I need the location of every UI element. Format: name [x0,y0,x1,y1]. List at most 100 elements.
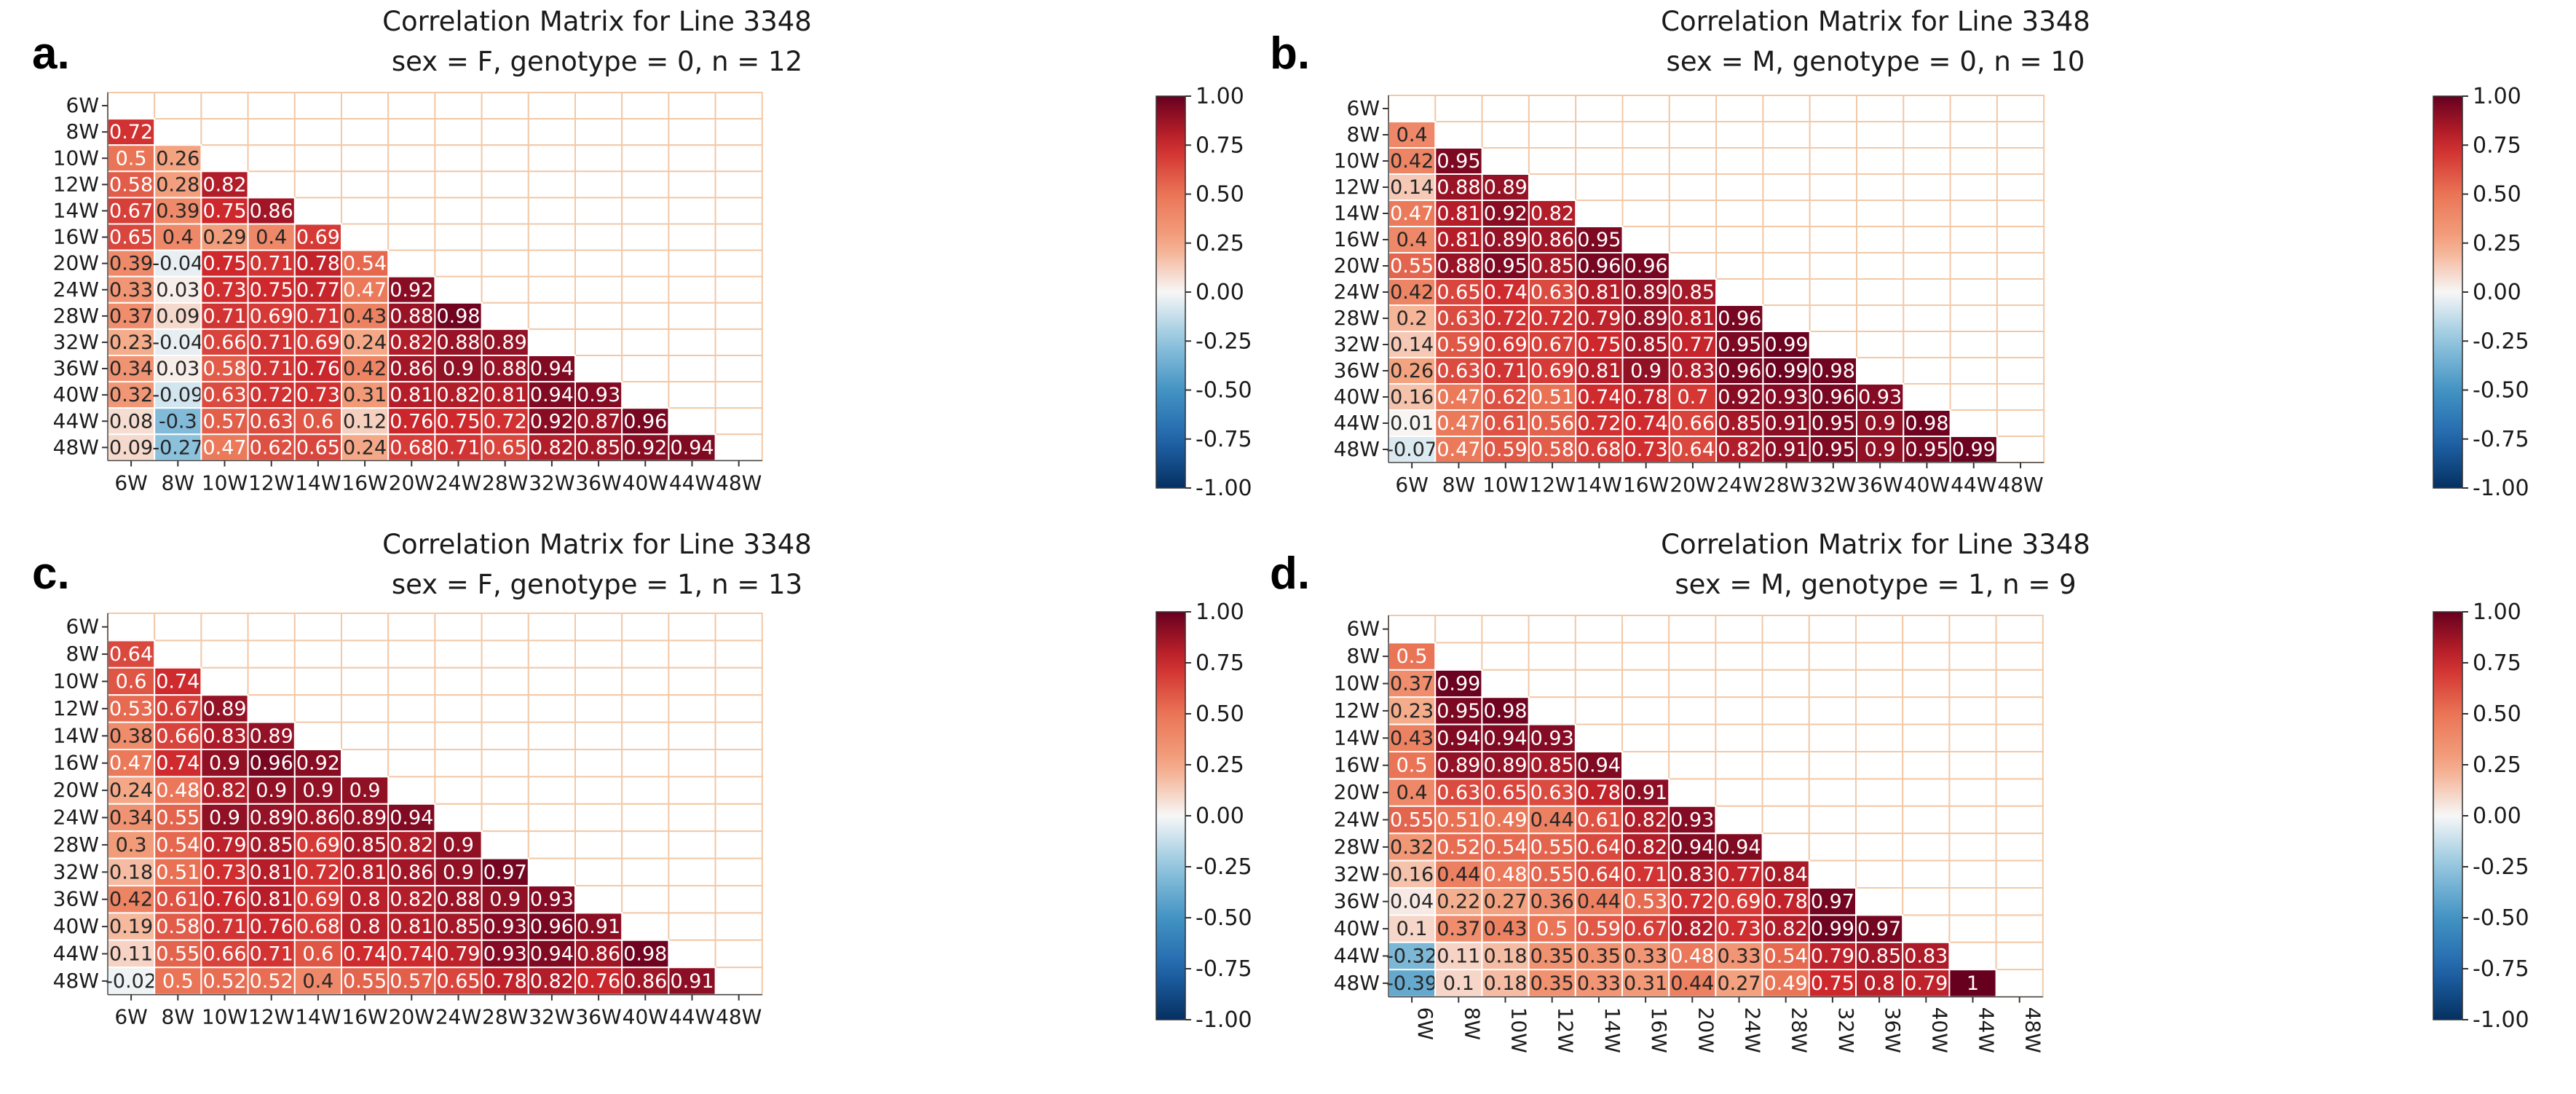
heatmap-cell [1481,436,1530,463]
cell-value: 0.76 [577,970,620,993]
cell-value: 0.95 [1812,438,1855,461]
cell-value: 0.11 [109,943,153,966]
empty-cell [1528,173,1577,201]
x-tick-label: 24W [1717,473,1763,497]
empty-cell [1715,252,1764,280]
empty-cell [1761,723,1810,752]
cell-value: 0.5 [162,970,194,993]
cell-value: 0.88 [483,358,527,380]
cell-value: 0.78 [1764,891,1808,913]
empty-cell [1808,805,1857,835]
cell-value: 0.5 [116,147,147,170]
x-tick-label: 14W [295,471,341,495]
empty-cell [1761,751,1810,780]
cell-value: 0.69 [296,227,340,249]
empty-cell [1949,383,1998,411]
cell-value: 0.37 [109,305,153,328]
cell-value: 0.71 [250,943,293,966]
cell-value: 0.81 [390,384,433,406]
heatmap-cell [107,302,156,330]
heatmap-cell [247,223,296,251]
empty-cell [527,613,576,642]
cell-value: 0.47 [343,279,387,302]
y-tick-label: 12W [1334,175,1380,199]
empty-cell [668,694,716,723]
y-tick-label: 32W [1334,332,1380,356]
empty-cell [1902,669,1951,698]
cell-value: 0.89 [1484,229,1528,251]
x-tick-label: 44W [1975,1007,1999,1053]
heatmap-cell [1761,859,1810,889]
y-tick-label: 16W [53,225,99,249]
heatmap-cell [1388,642,1437,671]
cell-value: 0.91 [670,970,714,993]
cell-value: 0.67 [1530,334,1574,356]
empty-cell [621,721,670,750]
panel-c: Correlation Matrix for Line 3348 sex = F,… [32,529,1252,1033]
cell-value: 0.89 [1624,281,1668,304]
y-tick-label: 10W [1334,672,1380,696]
cell-value: 0.33 [109,279,153,302]
empty-cell [1995,615,2044,644]
cell-value: 0.27 [1717,972,1761,995]
colorbar-tick-label: 1.00 [1196,84,1244,109]
empty-cell [387,223,436,251]
cell-value: 0.92 [530,410,574,433]
empty-cell [1668,147,1718,175]
cell-value: 0.94 [1437,727,1480,749]
empty-cell [527,694,576,723]
empty-cell [1855,887,1904,916]
empty-cell [387,640,436,669]
y-tick-label: 8W [1347,122,1380,146]
empty-cell [341,666,390,696]
heatmap-cell [668,433,716,462]
cell-value: 0.63 [1530,281,1574,304]
cell-value: 0.52 [1437,836,1480,859]
cell-value: 0.99 [1764,360,1808,382]
cell-value: 0.88 [436,889,480,911]
cell-value: 0.86 [1530,229,1574,251]
empty-cell [434,249,483,278]
y-tick-label: 12W [1334,698,1380,723]
empty-cell [1995,805,2044,835]
cell-value: 0.16 [1390,386,1434,409]
heatmap-cell [1574,805,1624,835]
y-tick-label: 14W [1334,725,1380,749]
y-tick-label: 6W [1347,617,1380,641]
cell-value: 0.66 [1671,412,1715,435]
cell-value: 0.99 [1764,334,1808,356]
y-tick-label: 24W [1334,808,1380,832]
empty-cell [1528,696,1576,725]
empty-cell [434,721,483,750]
empty-cell [434,803,483,833]
cell-value: 0.92 [390,279,433,302]
heatmap-cell [434,302,483,330]
colorbar-tick-label: 0.25 [1196,752,1244,778]
empty-cell [1855,833,1904,862]
heatmap-cell [1481,331,1530,358]
empty-cell [527,249,576,278]
empty-cell [1808,615,1857,644]
heatmap-cell [293,355,342,383]
empty-cell [621,830,670,859]
cell-value: 0.8 [1864,972,1895,995]
chart-title: Correlation Matrix for Line 3348 [1661,6,2090,37]
heatmap-cell [1481,173,1530,201]
x-tick-label: 40W [1904,473,1950,497]
empty-cell [714,967,763,996]
heatmap-cell [107,721,156,750]
cell-value: 0.85 [1530,255,1574,278]
colorbar-tick-label: 0.50 [1196,701,1244,727]
cell-value: 0.54 [1764,945,1808,968]
cell-value: 0.4 [162,227,194,249]
heatmap-cell [247,721,296,750]
empty-cell [1761,615,1810,644]
y-tick-label: 10W [53,669,99,693]
colorbar-tick-label: 0.50 [1196,182,1244,208]
heatmap-cell [1809,436,1857,463]
heatmap-cell [1388,304,1437,332]
y-tick-label: 14W [53,723,99,747]
cell-value: 0.47 [1437,412,1480,435]
heatmap-cell [247,197,296,225]
cell-value: 0.74 [156,752,199,775]
